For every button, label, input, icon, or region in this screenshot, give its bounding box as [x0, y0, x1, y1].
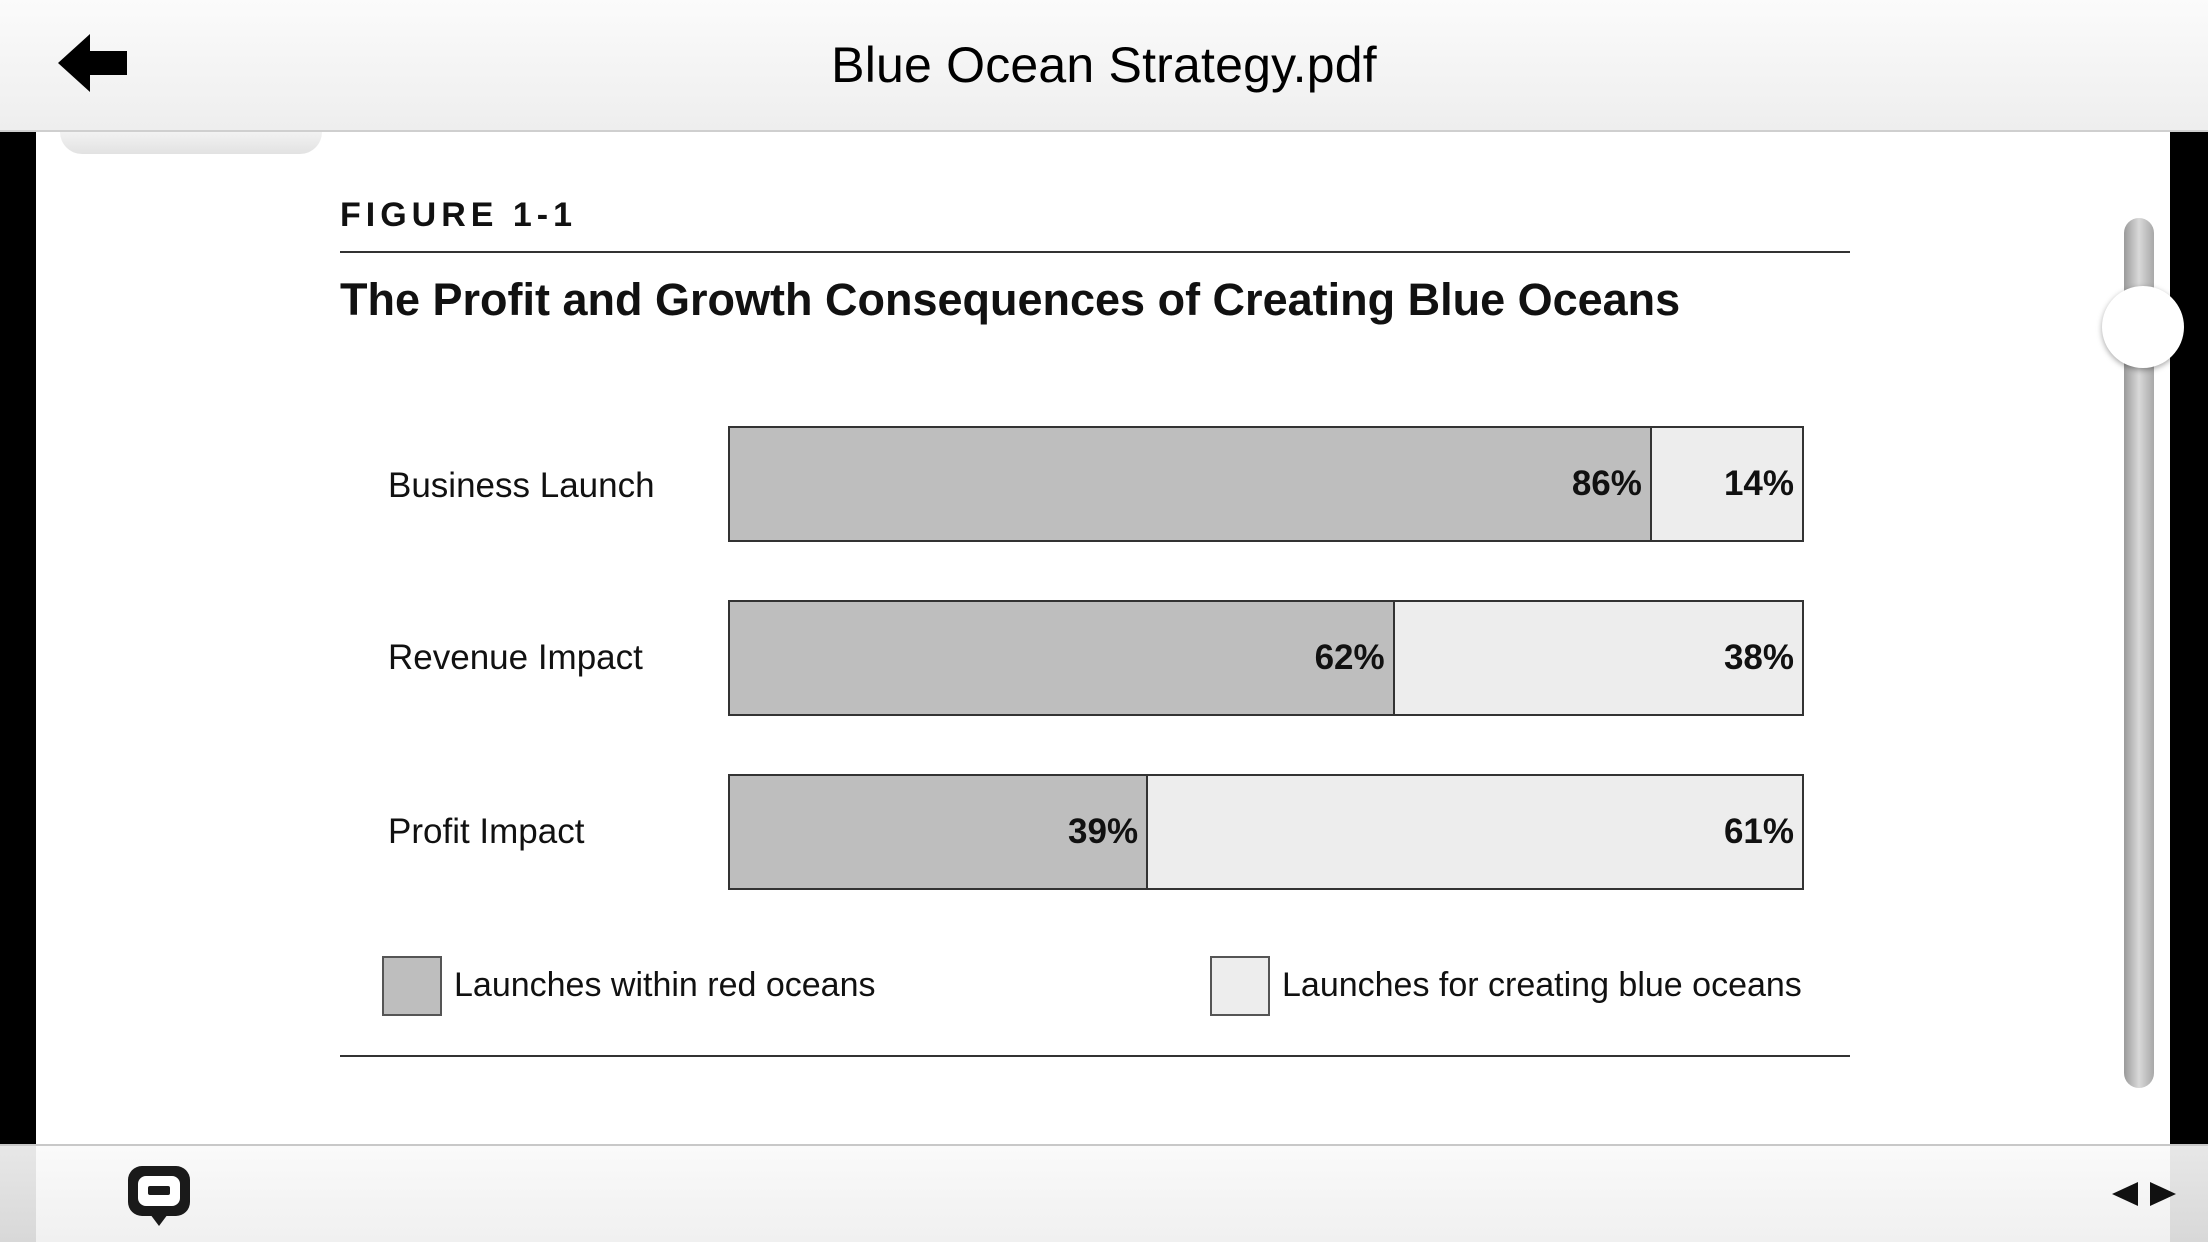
- bar-segment-blue: 61%: [1148, 776, 1802, 888]
- legend-label-blue: Launches for creating blue oceans: [1282, 966, 1802, 1004]
- figure-label: FIGURE 1-1: [340, 196, 578, 234]
- legend-swatch-blue: [1210, 956, 1270, 1016]
- page-navigation: [2110, 1176, 2178, 1212]
- bar-value-label: 14%: [1723, 464, 1794, 503]
- page-tab: [60, 132, 322, 154]
- legend-label-red: Launches within red oceans: [454, 966, 876, 1004]
- category-label: Profit Impact: [388, 812, 585, 851]
- bar-segment-blue: 38%: [1394, 602, 1802, 714]
- bar-segment-blue: 14%: [1651, 428, 1802, 540]
- bar-value-label: 38%: [1723, 638, 1794, 677]
- bar-value-label: 39%: [1068, 812, 1139, 851]
- next-page-icon[interactable]: [2146, 1176, 2178, 1212]
- category-label: Business Launch: [388, 466, 655, 505]
- prev-page-icon[interactable]: [2110, 1176, 2142, 1212]
- bottom-toolbar-inner: [36, 1146, 2176, 1242]
- legend-swatch-red: [382, 956, 442, 1016]
- bar-segment-red: 39%: [730, 776, 1149, 888]
- comment-icon: [128, 1166, 190, 1226]
- figure-title: The Profit and Growth Consequences of Cr…: [340, 274, 1681, 325]
- bar-revenue-impact: 62% 38%: [728, 600, 1804, 716]
- category-label: Revenue Impact: [388, 638, 643, 677]
- bar-value-label: 86%: [1571, 464, 1642, 503]
- comment-button[interactable]: [124, 1162, 194, 1232]
- back-button[interactable]: [50, 28, 140, 98]
- bar-value-label: 62%: [1314, 638, 1385, 677]
- scrollbar-thumb[interactable]: [2102, 286, 2184, 368]
- document-title: Blue Ocean Strategy.pdf: [831, 37, 1377, 93]
- bar-segment-red: 86%: [730, 428, 1652, 540]
- figure-bottom-rule: [340, 1055, 1850, 1057]
- figure-top-rule: [340, 251, 1850, 253]
- bar-profit-impact: 39% 61%: [728, 774, 1804, 890]
- back-arrow-icon: [58, 34, 127, 92]
- bar-value-label: 61%: [1723, 812, 1794, 851]
- top-bar: Blue Ocean Strategy.pdf: [0, 0, 2208, 132]
- pdf-page[interactable]: FIGURE 1-1 The Profit and Growth Consequ…: [36, 132, 2170, 1144]
- bar-segment-red: 62%: [730, 602, 1395, 714]
- bottom-toolbar: [0, 1144, 2208, 1242]
- bar-business-launch: 86% 14%: [728, 426, 1804, 542]
